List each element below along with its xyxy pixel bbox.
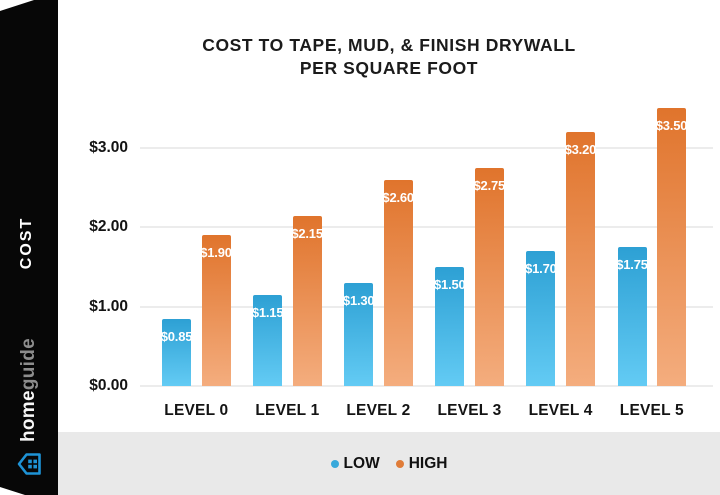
legend-label-high: HIGH [408,454,448,472]
bar-low-level-3 [435,267,465,386]
page-corner-top [0,0,34,11]
y-tick-label: $0.00 [89,377,128,394]
bar-high-level-0 [201,235,231,386]
legend-dot-low-icon [330,459,339,468]
brand-wordmark-home: home [18,390,39,443]
bar-low-level-0 [162,318,191,386]
bar-value-label: $1.50 [434,277,466,293]
gridline [140,306,713,308]
bar-value-label: $1.15 [251,304,284,320]
bar-high-level-4 [565,132,595,386]
legend-label-low: LOW [343,454,380,472]
bar-value-label: $0.85 [160,328,193,344]
brand-wordmark: homeguide [18,338,40,442]
x-axis-label: LEVEL 0 [164,402,229,419]
x-axis-label: LEVEL 4 [528,402,593,419]
bar-value-label: $3.20 [564,142,597,158]
bar-high-level-3 [474,167,504,386]
page-corner-bottom [0,487,25,495]
y-tick-label: $2.00 [89,218,128,235]
legend-item-high: HIGH [395,454,448,473]
y-tick-label: $3.00 [89,139,128,156]
bar-low-level-1 [253,294,283,386]
x-axis-label: LEVEL 1 [255,402,320,419]
bar-value-label: $3.50 [655,118,688,134]
bar-value-label: $1.75 [616,257,648,273]
x-axis-label: LEVEL 3 [437,402,502,419]
legend: LOW HIGH [58,432,720,495]
bar-value-label: $2.75 [473,177,506,193]
legend-item-low: LOW [330,454,380,473]
bar-high-level-5 [657,108,686,386]
chart-title: COST TO TAPE, MUD, & FINISH DRYWALL PER … [58,34,720,80]
x-axis-label: LEVEL 5 [619,402,684,419]
x-axis-label: LEVEL 2 [346,402,411,419]
brand-wordmark-guide: guide [18,337,39,391]
house-icon [17,453,41,475]
gridline [140,385,713,387]
gridline [140,147,713,149]
gridline [140,226,713,228]
chart-title-line2: PER SQUARE FOOT [299,58,479,78]
bar-value-label: $1.70 [525,261,557,277]
bar-value-label: $1.90 [200,245,232,261]
bar-value-label: $2.60 [382,189,414,205]
y-tick-label: $1.00 [89,298,128,315]
bar-value-label: $1.30 [342,292,375,308]
bar-low-level-5 [617,247,647,386]
legend-dot-high-icon [395,459,404,468]
sidebar: COST homeguide [0,0,58,495]
chart-title-line1: COST TO TAPE, MUD, & FINISH DRYWALL [202,35,576,55]
bar-high-level-1 [292,215,322,386]
y-axis-title: COST [18,216,35,270]
bar-value-label: $2.15 [291,225,323,241]
bar-low-level-4 [526,251,556,386]
bar-high-level-2 [383,179,413,386]
bar-low-level-2 [344,282,374,386]
